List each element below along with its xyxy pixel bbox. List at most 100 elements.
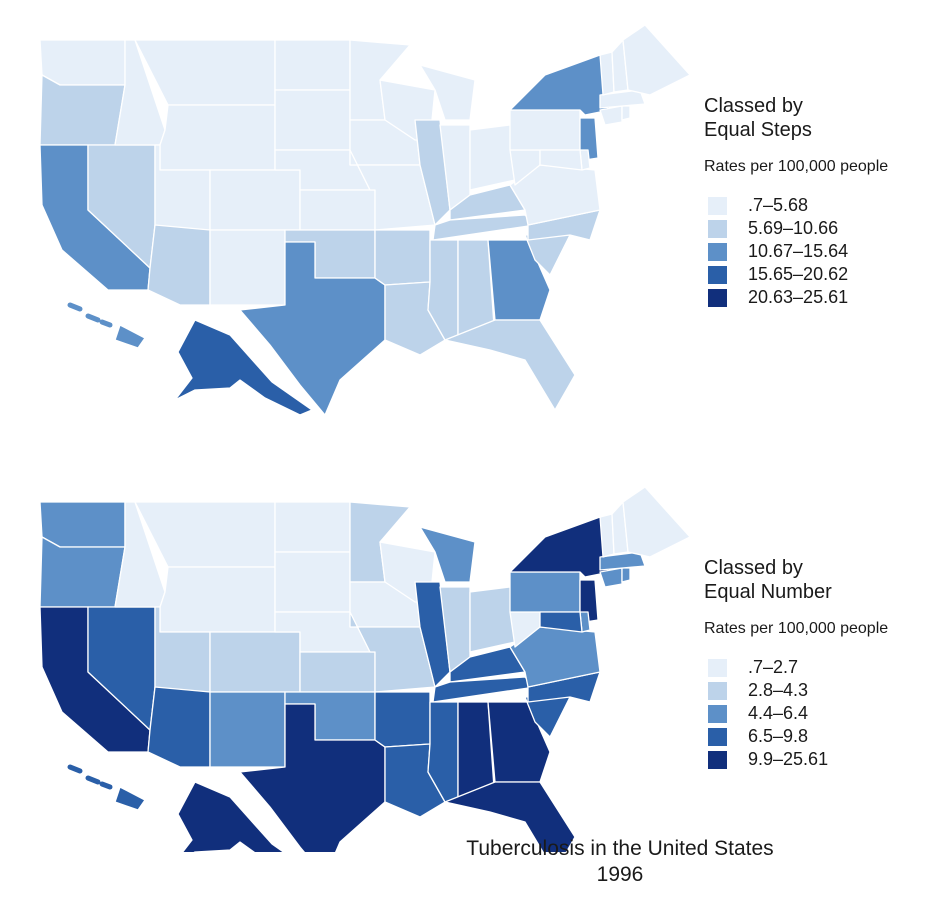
state-hi-island: [67, 764, 83, 774]
legend-item: .7–5.68: [704, 194, 940, 217]
legend-item: 5.69–10.66: [704, 217, 940, 240]
state-ri: [621, 567, 631, 583]
caption-title: Tuberculosis in the United States: [466, 837, 774, 860]
legend-swatch: [708, 727, 727, 746]
legend-item: 2.8–4.3: [704, 679, 940, 702]
state-nm: [209, 229, 286, 306]
legend-swatch: [708, 681, 727, 700]
legend-label: 10.67–15.64: [748, 241, 849, 261]
legend-swatch: [708, 265, 727, 284]
legend-swatch: [708, 704, 727, 723]
legend-label: 15.65–20.62: [748, 264, 849, 284]
state-fl: [444, 319, 576, 411]
legend-item: 6.5–9.8: [704, 725, 940, 748]
state-oh: [469, 124, 516, 191]
state-wa: [39, 501, 126, 548]
state-pa: [509, 571, 581, 613]
legend-swatch: [708, 288, 727, 307]
legend-label: .7–5.68: [748, 195, 809, 215]
state-ma: [599, 89, 646, 109]
legend-label: 9.9–25.61: [748, 749, 829, 769]
us-map-equal-number: [39, 486, 691, 852]
legend-item: 4.4–6.4: [704, 702, 940, 725]
map-equal-number: [0, 472, 700, 852]
state-wy: [159, 566, 276, 633]
state-wa: [39, 39, 126, 86]
us-map-equal-steps: [39, 24, 691, 416]
legend-label: .7–2.7: [748, 657, 799, 677]
state-ak: [177, 781, 285, 852]
legend-title-line2: Equal Steps: [704, 119, 812, 141]
state-ct: [599, 567, 623, 588]
state-il: [414, 581, 451, 688]
legend-units: Rates per 100,000 people: [704, 158, 889, 175]
state-az: [147, 686, 211, 768]
state-co: [209, 631, 301, 693]
state-me: [622, 486, 691, 558]
state-hi-island: [67, 302, 83, 312]
state-ks: [299, 189, 376, 231]
legend-item: 20.63–25.61: [704, 286, 940, 309]
state-hi-island: [85, 313, 101, 323]
state-il: [414, 119, 451, 226]
state-mt: [134, 39, 276, 106]
state-co: [209, 169, 301, 231]
state-az: [147, 224, 211, 306]
state-nm: [209, 691, 286, 768]
legend-swatch: [708, 219, 727, 238]
state-hi-island: [99, 781, 113, 790]
legend-item: 10.67–15.64: [704, 240, 940, 263]
state-ct: [599, 105, 623, 126]
state-tn: [432, 214, 536, 241]
state-oh: [469, 586, 516, 653]
map-equal-steps: [0, 0, 700, 420]
state-hi: [114, 786, 146, 811]
legend-item: 15.65–20.62: [704, 263, 940, 286]
legend-label: 20.63–25.61: [748, 287, 849, 307]
legend-swatch: [708, 196, 727, 215]
state-ri: [621, 105, 631, 121]
legend-label: 2.8–4.3: [748, 680, 809, 700]
state-mi: [419, 64, 476, 121]
state-nd: [274, 39, 351, 91]
map-caption: Tuberculosis in the United States 1996: [390, 836, 850, 888]
legend-title-line2: Equal Number: [704, 581, 832, 603]
legend-equal-number: Classed by Equal Number Rates per 100,00…: [704, 556, 940, 771]
legend-class-list: .7–2.7 2.8–4.3 4.4–6.4 6.5–9.8 9.9–25.61: [704, 656, 940, 771]
legend-label: 4.4–6.4: [748, 703, 809, 723]
state-ny: [509, 54, 611, 116]
state-pa: [509, 109, 581, 151]
state-tn: [432, 676, 536, 703]
caption-year: 1996: [596, 863, 644, 886]
legend-swatch: [708, 658, 727, 677]
legend-swatch: [708, 242, 727, 261]
state-hi-island: [99, 319, 113, 328]
state-tx: [239, 241, 386, 416]
state-or: [39, 74, 126, 146]
state-fl: [444, 781, 576, 852]
legend-equal-steps: Classed by Equal Steps Rates per 100,000…: [704, 94, 940, 309]
legend-label: 5.69–10.66: [748, 218, 839, 238]
legend-title-line1: Classed by: [704, 557, 803, 579]
state-me: [622, 24, 691, 96]
legend-swatch: [708, 750, 727, 769]
state-or: [39, 536, 126, 608]
state-ak: [174, 319, 313, 416]
state-ar: [374, 229, 431, 286]
legend-item: .7–2.7: [704, 656, 940, 679]
state-wy: [159, 104, 276, 171]
legend-title-line1: Classed by: [704, 95, 803, 117]
state-ar: [374, 691, 431, 748]
state-hi-island: [85, 775, 101, 785]
legend-item: 9.9–25.61: [704, 748, 940, 771]
legend-units: Rates per 100,000 people: [704, 620, 889, 637]
state-ma: [599, 551, 646, 571]
state-ks: [299, 651, 376, 693]
legend-class-list: .7–5.68 5.69–10.66 10.67–15.64 15.65–20.…: [704, 194, 940, 309]
state-md: [539, 611, 583, 633]
state-ny: [509, 516, 611, 578]
state-hi: [114, 324, 146, 349]
state-nd: [274, 501, 351, 553]
state-sd: [274, 89, 351, 151]
state-mt: [134, 501, 276, 568]
